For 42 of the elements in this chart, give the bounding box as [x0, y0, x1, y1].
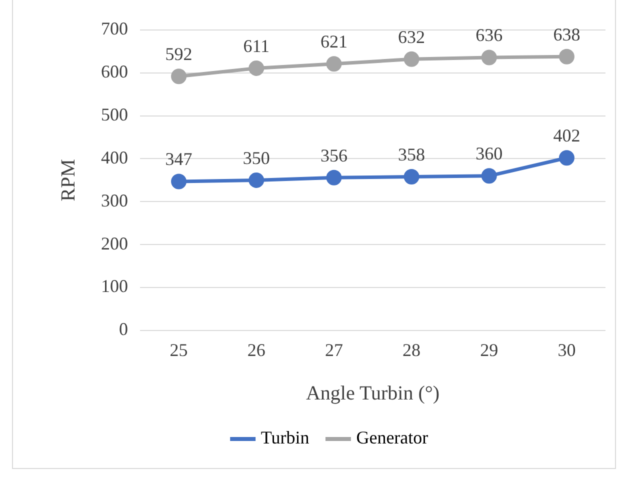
x-tick-label: 27 — [324, 340, 343, 360]
x-axis-title: Angle Turbin (°) — [306, 382, 440, 404]
data-label: 350 — [242, 148, 270, 168]
point — [171, 174, 187, 190]
y-tick-label: 600 — [101, 62, 128, 82]
data-label: 592 — [165, 44, 192, 64]
x-tick-label: 25 — [170, 340, 188, 360]
x-tick-label: 30 — [558, 340, 576, 360]
data-label: 638 — [553, 24, 580, 44]
point — [481, 50, 497, 66]
data-label: 358 — [398, 144, 426, 164]
data-label: 611 — [243, 36, 270, 56]
data-label: 347 — [165, 149, 192, 170]
y-tick-label: 0 — [119, 319, 128, 340]
y-tick-label: 100 — [101, 276, 128, 296]
point — [171, 68, 187, 84]
point — [248, 60, 264, 76]
point — [404, 169, 420, 185]
y-tick-label: 300 — [101, 190, 128, 210]
legend-label: Turbin — [260, 428, 310, 448]
data-label: 632 — [398, 26, 426, 47]
point — [326, 170, 342, 186]
point — [558, 150, 574, 166]
x-tick-label: 26 — [247, 340, 266, 360]
x-tick-label: 29 — [480, 340, 498, 360]
y-tick-label: 500 — [101, 104, 128, 125]
point — [558, 48, 574, 64]
point — [481, 168, 497, 184]
data-label: 621 — [320, 32, 348, 52]
y-axis-title: RPM — [57, 158, 80, 202]
y-tick-label: 200 — [101, 233, 128, 254]
data-label: 636 — [476, 25, 503, 46]
y-tick-label: 400 — [101, 147, 128, 168]
legend-label: Generator — [356, 428, 428, 448]
point — [326, 56, 342, 72]
y-tick-label: 700 — [101, 18, 128, 39]
data-label: 356 — [320, 145, 348, 166]
point — [404, 51, 420, 67]
data-label: 360 — [476, 144, 503, 164]
x-tick-label: 28 — [402, 340, 421, 360]
point — [248, 172, 264, 188]
data-label: 402 — [553, 126, 580, 146]
